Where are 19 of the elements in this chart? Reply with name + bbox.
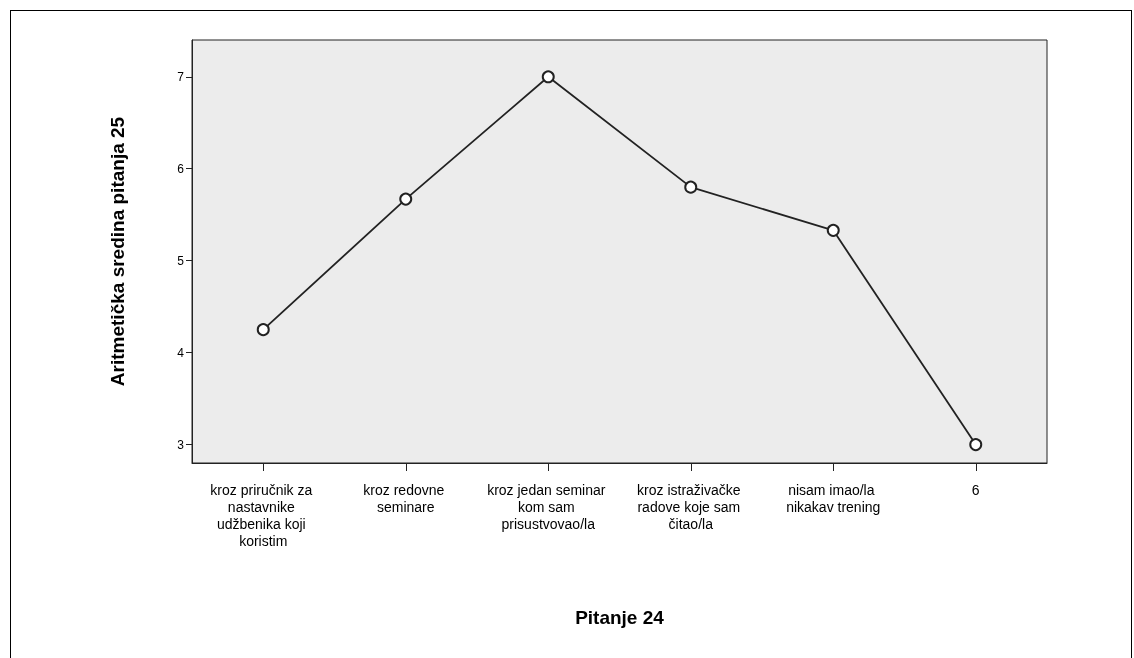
x-axis-title: Pitanje 24 [575, 607, 665, 628]
point [969, 438, 983, 452]
y-tick-label: 3 [177, 437, 185, 452]
point [684, 180, 698, 194]
x-tick-label: kroz priručnik za nastavnike udžbenika koji koristim [210, 481, 317, 549]
point [541, 70, 555, 84]
y-tick-label: 6 [177, 161, 185, 176]
y-axis-title: Aritmetička sredina pitanja 25 [107, 116, 128, 387]
x-tick-label: 6 [971, 481, 980, 498]
x-tick-label: kroz redovne seminare [363, 481, 449, 515]
x-tick-label: kroz istraživačke radove koje sam čitao/la [637, 481, 745, 532]
y-tick-label: 5 [177, 253, 185, 268]
point [256, 323, 270, 337]
x-tick-label: nisam imao/la nikakav trening [786, 481, 881, 515]
y-tick-label: 4 [177, 345, 185, 360]
x-tick-label: kroz jedan seminar kom sam prisustvovao/la [487, 481, 610, 532]
point [399, 192, 413, 206]
point [826, 223, 840, 237]
y-tick-label: 7 [177, 69, 185, 84]
